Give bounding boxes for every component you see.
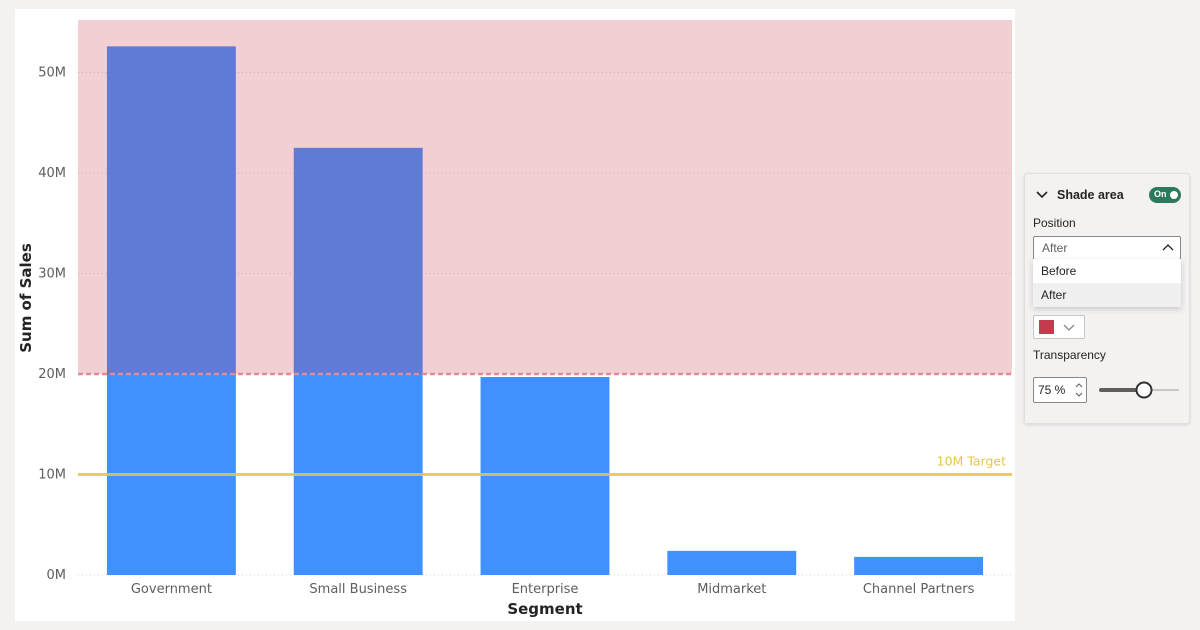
option-label: After <box>1041 288 1067 302</box>
y-tick-label: 30M <box>38 267 66 282</box>
chevron-down-icon <box>1063 324 1075 331</box>
shaded-area <box>78 20 1012 374</box>
x-category-label: Government <box>131 582 212 597</box>
x-category-label: Small Business <box>309 582 407 597</box>
chevron-down-icon[interactable] <box>1035 188 1049 202</box>
shade-area-title: Shade area <box>1057 188 1124 202</box>
y-tick-label: 0M <box>47 568 67 583</box>
transparency-slider[interactable] <box>1099 380 1179 400</box>
stepper-arrows-icon[interactable] <box>1074 380 1084 400</box>
bar <box>480 377 610 575</box>
y-tick-label: 50M <box>38 66 66 81</box>
bar <box>106 46 236 576</box>
toggle-label: On <box>1154 189 1167 199</box>
x-axis-title: Segment <box>507 600 582 618</box>
bar <box>293 147 423 575</box>
position-select[interactable]: After <box>1033 236 1181 260</box>
bar <box>854 556 984 575</box>
reference-line-label: 10M Target <box>937 454 1006 469</box>
position-label: Position <box>1033 216 1076 230</box>
shade-color-picker[interactable] <box>1033 315 1085 339</box>
x-category-label: Midmarket <box>697 582 766 597</box>
y-tick-label: 20M <box>38 367 66 382</box>
transparency-label: Transparency <box>1033 348 1106 362</box>
shade-area-toggle[interactable]: On <box>1149 187 1181 203</box>
transparency-value: 75 % <box>1038 383 1066 397</box>
position-option-before[interactable]: Before <box>1033 259 1181 283</box>
option-label: Before <box>1041 264 1077 278</box>
x-category-label: Enterprise <box>512 582 579 597</box>
shade-area-pane: Shade area On Position After Before Afte… <box>1024 173 1190 424</box>
toggle-knob <box>1170 191 1178 199</box>
y-tick-label: 10M <box>38 468 66 483</box>
color-swatch <box>1039 320 1054 334</box>
position-dropdown: Before After <box>1033 259 1181 307</box>
y-axis-title: Sum of Sales <box>17 243 35 353</box>
chevron-up-icon <box>1162 244 1174 251</box>
shade-area-header[interactable]: Shade area On <box>1033 187 1183 205</box>
position-select-value: After <box>1042 241 1068 255</box>
position-option-after[interactable]: After <box>1033 283 1181 307</box>
y-tick-label: 40M <box>38 166 66 181</box>
transparency-input[interactable]: 75 % <box>1033 377 1087 403</box>
bar <box>667 550 797 575</box>
x-category-label: Channel Partners <box>863 582 975 597</box>
